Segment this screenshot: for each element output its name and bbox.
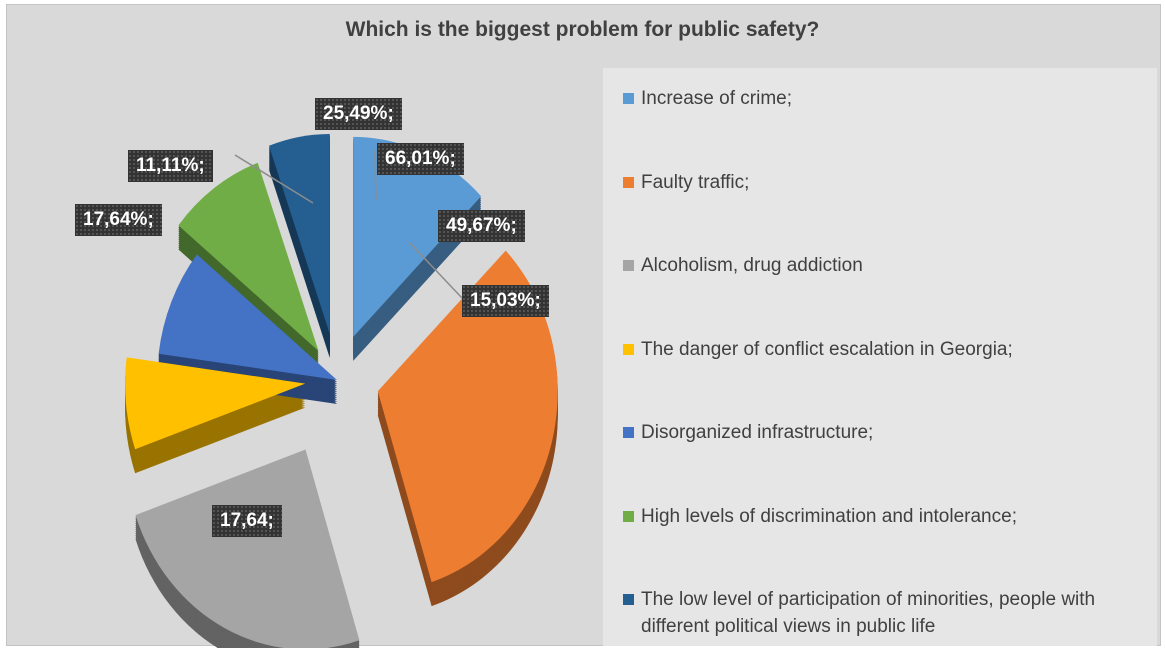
legend-swatch [623,594,634,605]
legend-item: Alcoholism, drug addiction [623,252,1153,279]
legend-swatch [623,177,634,188]
legend-label: High levels of discrimination and intole… [641,506,1017,527]
legend-item: The danger of conflict escalation in Geo… [623,336,1153,363]
pie-slice [158,254,337,380]
legend-swatch [623,427,634,438]
pie-slice [269,134,330,334]
data-label: 66,01%; [377,143,464,175]
legend-label: Increase of crime; [641,88,792,109]
pie-slice [135,449,360,648]
pie-slice [353,136,482,337]
legend: Increase of crime; Faulty traffic; Alcoh… [603,68,1157,646]
legend-label: The danger of conflict escalation in Geo… [641,339,1013,360]
leader-line [409,242,463,299]
pie-slice [178,162,319,351]
pie-slice [377,250,558,583]
data-label: 11,11%; [128,150,213,182]
legend-label: Faulty traffic; [641,172,750,193]
legend-swatch [623,93,634,104]
legend-label: Alcoholism, drug addiction [641,255,863,276]
data-label: 15,03%; [462,285,549,317]
leader-line [234,154,314,204]
legend-item: Increase of crime; [623,85,1153,112]
chart-title: Which is the biggest problem for public … [345,18,820,41]
data-label: 17,64%; [75,204,162,236]
legend-item: The low level of participation of minori… [623,586,1153,640]
data-label: 49,67%; [438,210,525,242]
legend-item: High levels of discrimination and intole… [623,503,1153,530]
pie-slice [125,357,306,450]
data-label: 25,49%; [315,98,402,130]
legend-label: The low level of participation of minori… [641,589,1096,637]
data-label: 17,64; [212,505,282,537]
legend-swatch [623,344,634,355]
legend-item: Disorganized infrastructure; [623,419,1153,446]
legend-swatch [623,260,634,271]
legend-item: Faulty traffic; [623,169,1153,196]
legend-swatch [623,511,634,522]
legend-label: Disorganized infrastructure; [641,422,874,443]
leader-line [374,149,377,201]
